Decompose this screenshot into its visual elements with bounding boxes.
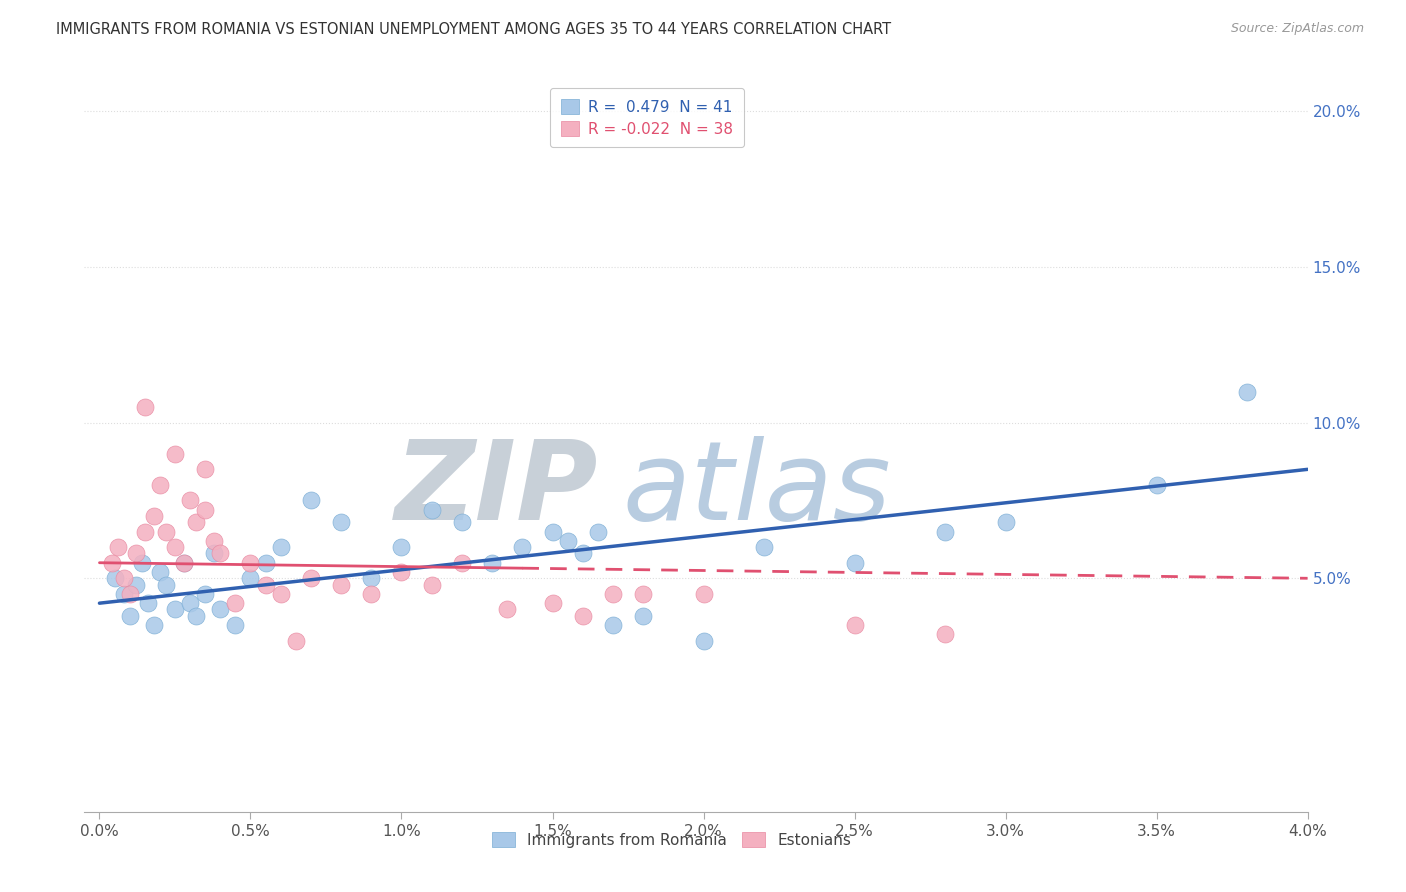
Text: Source: ZipAtlas.com: Source: ZipAtlas.com — [1230, 22, 1364, 36]
Point — [330, 515, 353, 529]
Point — [142, 509, 165, 524]
Point — [557, 533, 579, 548]
Point — [571, 546, 593, 560]
Point — [173, 556, 195, 570]
Point — [391, 540, 413, 554]
Point — [284, 633, 307, 648]
Point — [360, 571, 382, 585]
Point — [934, 524, 956, 539]
Point — [586, 524, 609, 539]
Point — [107, 540, 129, 554]
Point — [239, 571, 262, 585]
Point — [1236, 384, 1258, 399]
Text: atlas: atlas — [623, 436, 891, 543]
Point — [994, 515, 1017, 529]
Point — [254, 577, 277, 591]
Point — [202, 546, 225, 560]
Point — [541, 524, 564, 539]
Text: IMMIGRANTS FROM ROMANIA VS ESTONIAN UNEMPLOYMENT AMONG AGES 35 TO 44 YEARS CORRE: IMMIGRANTS FROM ROMANIA VS ESTONIAN UNEM… — [56, 22, 891, 37]
Point — [194, 503, 217, 517]
Point — [131, 556, 153, 570]
Point — [184, 515, 207, 529]
Point — [496, 602, 519, 616]
Point — [602, 618, 624, 632]
Point — [179, 596, 201, 610]
Point — [209, 546, 232, 560]
Point — [118, 608, 141, 623]
Point — [112, 587, 135, 601]
Point — [391, 565, 413, 579]
Point — [202, 533, 225, 548]
Point — [142, 618, 165, 632]
Text: ZIP: ZIP — [395, 436, 598, 543]
Point — [692, 587, 714, 601]
Point — [360, 587, 382, 601]
Point — [155, 524, 177, 539]
Point — [163, 447, 186, 461]
Point — [239, 556, 262, 570]
Point — [112, 571, 135, 585]
Point — [134, 524, 156, 539]
Point — [752, 540, 775, 554]
Point — [420, 577, 443, 591]
Point — [194, 462, 217, 476]
Point — [103, 571, 125, 585]
Point — [209, 602, 232, 616]
Point — [134, 400, 156, 414]
Point — [844, 618, 866, 632]
Point — [194, 587, 217, 601]
Point — [481, 556, 503, 570]
Point — [330, 577, 353, 591]
Point — [270, 587, 292, 601]
Point — [149, 565, 172, 579]
Point — [692, 633, 714, 648]
Point — [118, 587, 141, 601]
Point — [163, 602, 186, 616]
Point — [451, 556, 474, 570]
Point — [184, 608, 207, 623]
Point — [451, 515, 474, 529]
Point — [254, 556, 277, 570]
Point — [631, 587, 654, 601]
Point — [155, 577, 177, 591]
Point — [125, 546, 148, 560]
Point — [270, 540, 292, 554]
Point — [224, 596, 246, 610]
Point — [299, 571, 322, 585]
Legend: Immigrants from Romania, Estonians: Immigrants from Romania, Estonians — [484, 824, 859, 855]
Point — [510, 540, 533, 554]
Point — [163, 540, 186, 554]
Point — [420, 503, 443, 517]
Point — [602, 587, 624, 601]
Point — [299, 493, 322, 508]
Point — [844, 556, 866, 570]
Point — [224, 618, 246, 632]
Point — [136, 596, 159, 610]
Point — [100, 556, 122, 570]
Point — [149, 478, 172, 492]
Point — [571, 608, 593, 623]
Point — [179, 493, 201, 508]
Point — [173, 556, 195, 570]
Point — [934, 627, 956, 641]
Point — [1146, 478, 1168, 492]
Point — [631, 608, 654, 623]
Point — [125, 577, 148, 591]
Point — [541, 596, 564, 610]
